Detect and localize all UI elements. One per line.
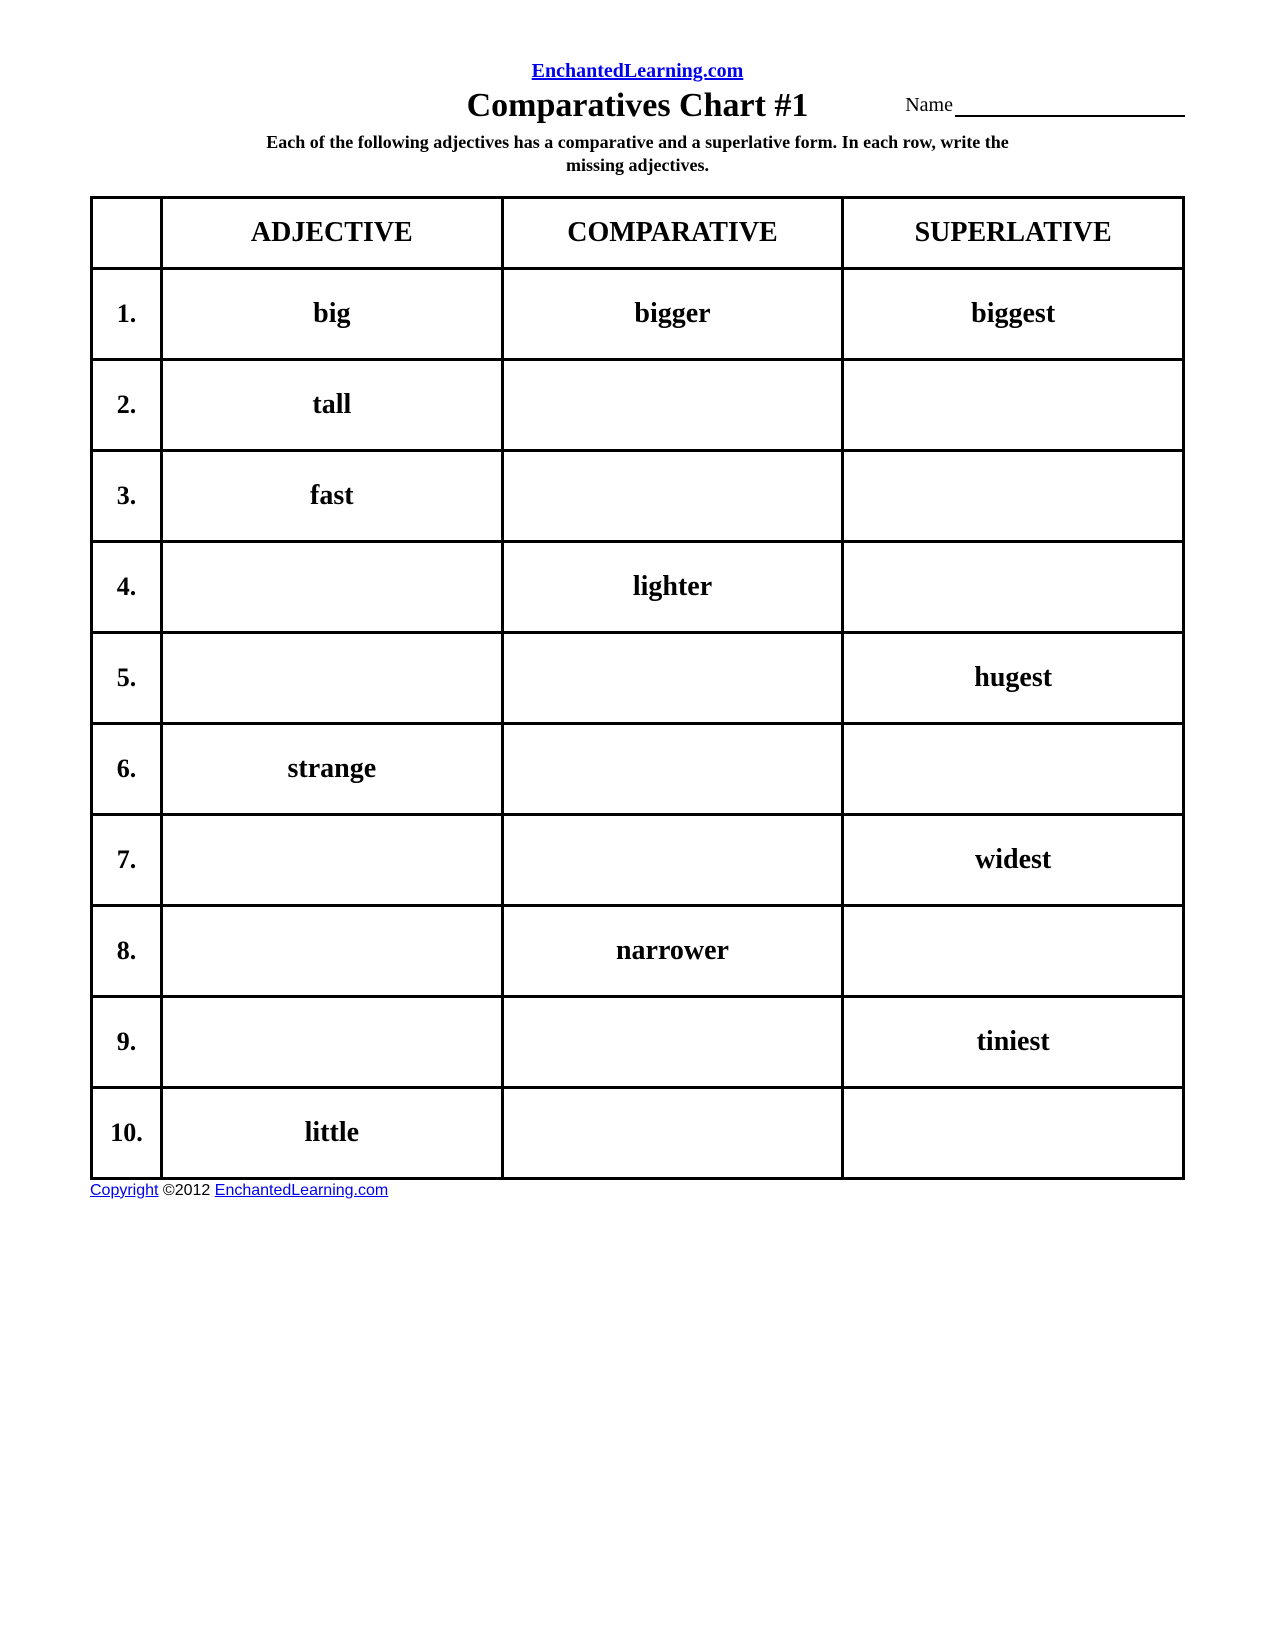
cell-superlative[interactable]: widest [843,814,1184,905]
name-label: Name [905,94,953,116]
table-row: 9. tiniest [92,996,1184,1087]
row-number: 5. [92,632,162,723]
row-number: 2. [92,359,162,450]
row-number: 10. [92,1087,162,1178]
cell-adjective[interactable] [162,541,503,632]
cell-adjective[interactable]: big [162,268,503,359]
name-blank-line[interactable] [955,115,1185,117]
cell-comparative[interactable] [502,450,843,541]
worksheet-page: EnchantedLearning.com Comparatives Chart… [0,0,1275,1649]
cell-superlative[interactable] [843,359,1184,450]
cell-adjective[interactable]: tall [162,359,503,450]
row-number: 6. [92,723,162,814]
comparatives-table: ADJECTIVE COMPARATIVE SUPERLATIVE 1. big… [90,196,1185,1180]
cell-comparative[interactable] [502,996,843,1087]
cell-comparative[interactable] [502,814,843,905]
header-block: EnchantedLearning.com Comparatives Chart… [90,60,1185,178]
table-header-row: ADJECTIVE COMPARATIVE SUPERLATIVE [92,197,1184,268]
cell-adjective[interactable]: little [162,1087,503,1178]
copyright-link[interactable]: Copyright [90,1182,158,1199]
table-row: 10. little [92,1087,1184,1178]
copyright-year: ©2012 [158,1182,214,1199]
cell-superlative[interactable]: biggest [843,268,1184,359]
footer: Copyright ©2012 EnchantedLearning.com [90,1182,1185,1200]
table-row: 5. hugest [92,632,1184,723]
cell-superlative[interactable] [843,723,1184,814]
row-number: 7. [92,814,162,905]
header-adjective: ADJECTIVE [162,197,503,268]
cell-adjective[interactable]: fast [162,450,503,541]
row-number: 8. [92,905,162,996]
cell-comparative[interactable]: bigger [502,268,843,359]
cell-superlative[interactable] [843,450,1184,541]
site-link[interactable]: EnchantedLearning.com [532,60,744,82]
table-row: 2. tall [92,359,1184,450]
table-row: 4. lighter [92,541,1184,632]
table-row: 3. fast [92,450,1184,541]
cell-adjective[interactable] [162,996,503,1087]
table-row: 6. strange [92,723,1184,814]
header-comparative: COMPARATIVE [502,197,843,268]
cell-adjective[interactable] [162,905,503,996]
cell-comparative[interactable] [502,723,843,814]
table-row: 8. narrower [92,905,1184,996]
cell-superlative[interactable] [843,1087,1184,1178]
row-number: 4. [92,541,162,632]
table-body: 1. big bigger biggest 2. tall 3. fast 4. [92,268,1184,1178]
header-superlative: SUPERLATIVE [843,197,1184,268]
cell-superlative[interactable] [843,541,1184,632]
cell-comparative[interactable] [502,1087,843,1178]
table-row: 1. big bigger biggest [92,268,1184,359]
cell-adjective[interactable]: strange [162,723,503,814]
footer-site-link[interactable]: EnchantedLearning.com [215,1182,388,1199]
cell-comparative[interactable] [502,632,843,723]
row-number: 3. [92,450,162,541]
cell-comparative[interactable]: narrower [502,905,843,996]
cell-superlative[interactable] [843,905,1184,996]
cell-adjective[interactable] [162,814,503,905]
cell-adjective[interactable] [162,632,503,723]
instructions-text: Each of the following adjectives has a c… [258,131,1018,178]
row-number: 9. [92,996,162,1087]
cell-superlative[interactable]: tiniest [843,996,1184,1087]
cell-comparative[interactable]: lighter [502,541,843,632]
name-field: Name [905,94,1185,117]
table-row: 7. widest [92,814,1184,905]
header-blank [92,197,162,268]
cell-comparative[interactable] [502,359,843,450]
cell-superlative[interactable]: hugest [843,632,1184,723]
row-number: 1. [92,268,162,359]
